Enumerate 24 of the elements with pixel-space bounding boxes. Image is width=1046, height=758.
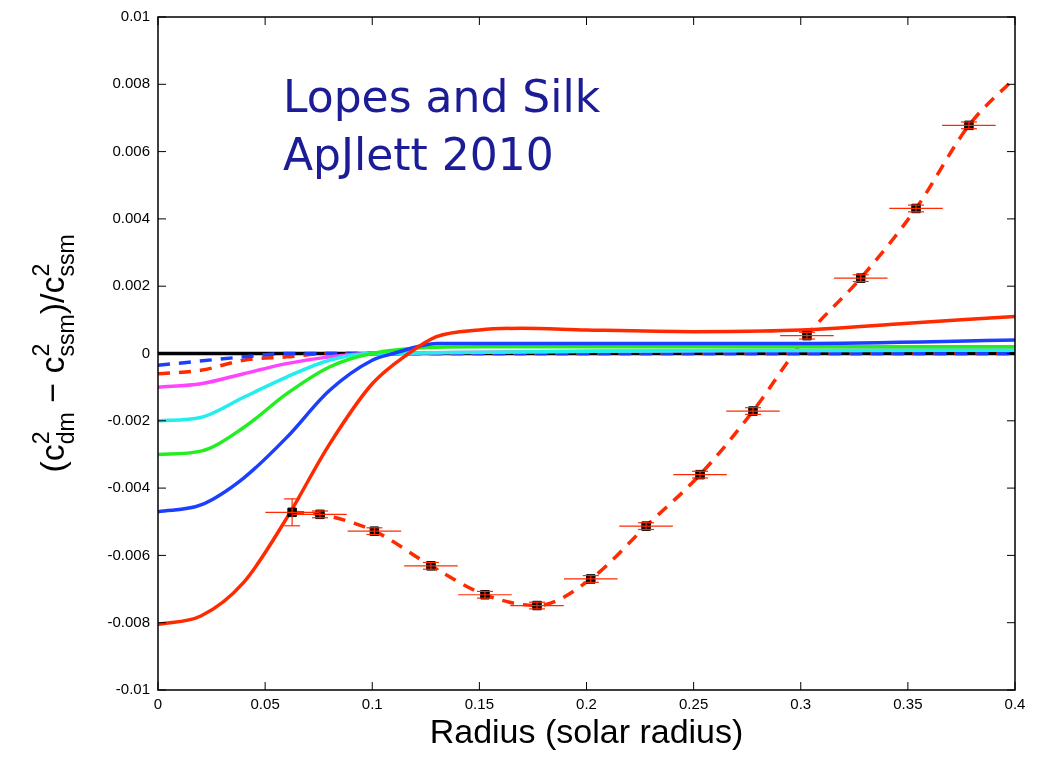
annotation: Lopes and Silk — [283, 71, 601, 122]
x-tick-label: 0.4 — [1004, 695, 1026, 713]
x-tick-label: 0.1 — [361, 695, 383, 713]
x-tick-label: 0.15 — [464, 695, 494, 713]
y-tick-label: -0.01 — [115, 680, 150, 698]
y-tick-label: 0.008 — [112, 74, 150, 92]
y-tick-label: -0.002 — [107, 410, 150, 428]
y-tick-label: 0.004 — [112, 209, 150, 227]
y-tick-label: -0.008 — [107, 612, 150, 630]
x-tick-label: 0 — [153, 695, 163, 713]
x-tick-label: 0.3 — [790, 695, 812, 713]
x-axis-title: Radius (solar radius) — [429, 711, 744, 750]
y-tick-label: -0.006 — [107, 545, 150, 563]
y-tick-label: 0.006 — [112, 141, 150, 159]
x-tick-label: 0.2 — [576, 695, 597, 713]
y-tick-label: 0.002 — [112, 276, 150, 294]
y-tick-label: 0 — [141, 343, 150, 361]
x-tick-label: 0.25 — [679, 695, 709, 713]
x-tick-label: 0.05 — [250, 695, 280, 713]
text: (c2dm − c2ssm)/c2ssm — [27, 234, 80, 473]
annotation: ApJlett 2010 — [283, 129, 554, 180]
y-tick-label: 0.01 — [120, 7, 150, 25]
y-tick-label: -0.004 — [107, 478, 150, 496]
x-tick-label: 0.35 — [893, 695, 923, 713]
